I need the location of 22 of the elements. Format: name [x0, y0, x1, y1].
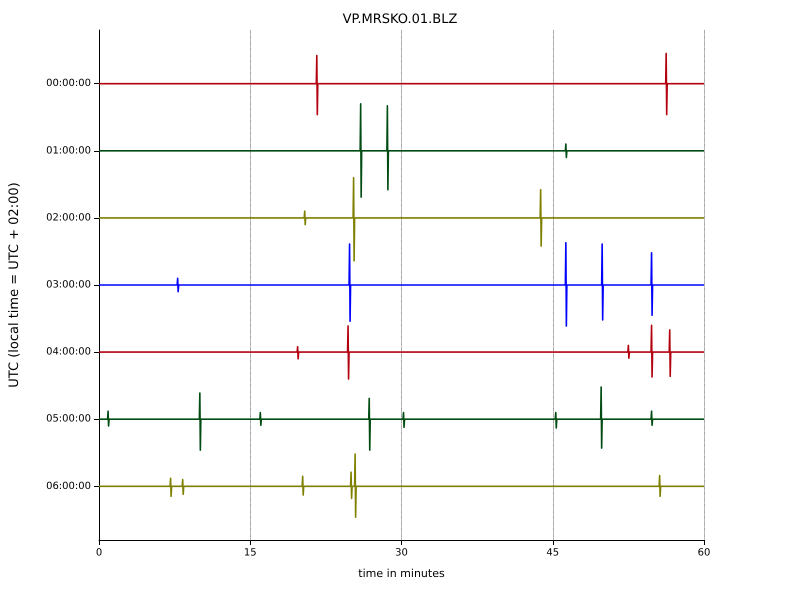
x-tick-label: 45: [546, 548, 560, 558]
line-series: [98, 52, 705, 116]
line-series: [98, 386, 705, 451]
line-series: [98, 324, 705, 380]
y-axis-title: UTC (local time = UTC + 02:00): [7, 182, 22, 388]
y-tick-label: 01:00:00: [46, 145, 91, 156]
y-tick-label: 04:00:00: [46, 346, 91, 358]
y-tick-label: 02:00:00: [46, 212, 91, 224]
chart-title: VP.MRSKO.01.BLZ: [342, 12, 458, 27]
x-tick-label: 15: [244, 548, 257, 558]
y-tick-label: 06:00:00: [46, 480, 91, 492]
x-axis-title: time in minutes: [358, 567, 445, 580]
x-tick-label: 30: [395, 548, 408, 558]
line-series: [98, 103, 705, 198]
y-tick-label: 05:00:00: [46, 414, 91, 425]
y-tick-label: 03:00:00: [46, 280, 91, 290]
x-tick-label: 60: [698, 548, 710, 558]
line-series: [98, 242, 705, 327]
line-series: [98, 453, 705, 518]
line-series: [98, 176, 705, 262]
y-tick-label: 00:00:00: [46, 78, 91, 90]
x-tick-label: 0: [96, 548, 102, 558]
